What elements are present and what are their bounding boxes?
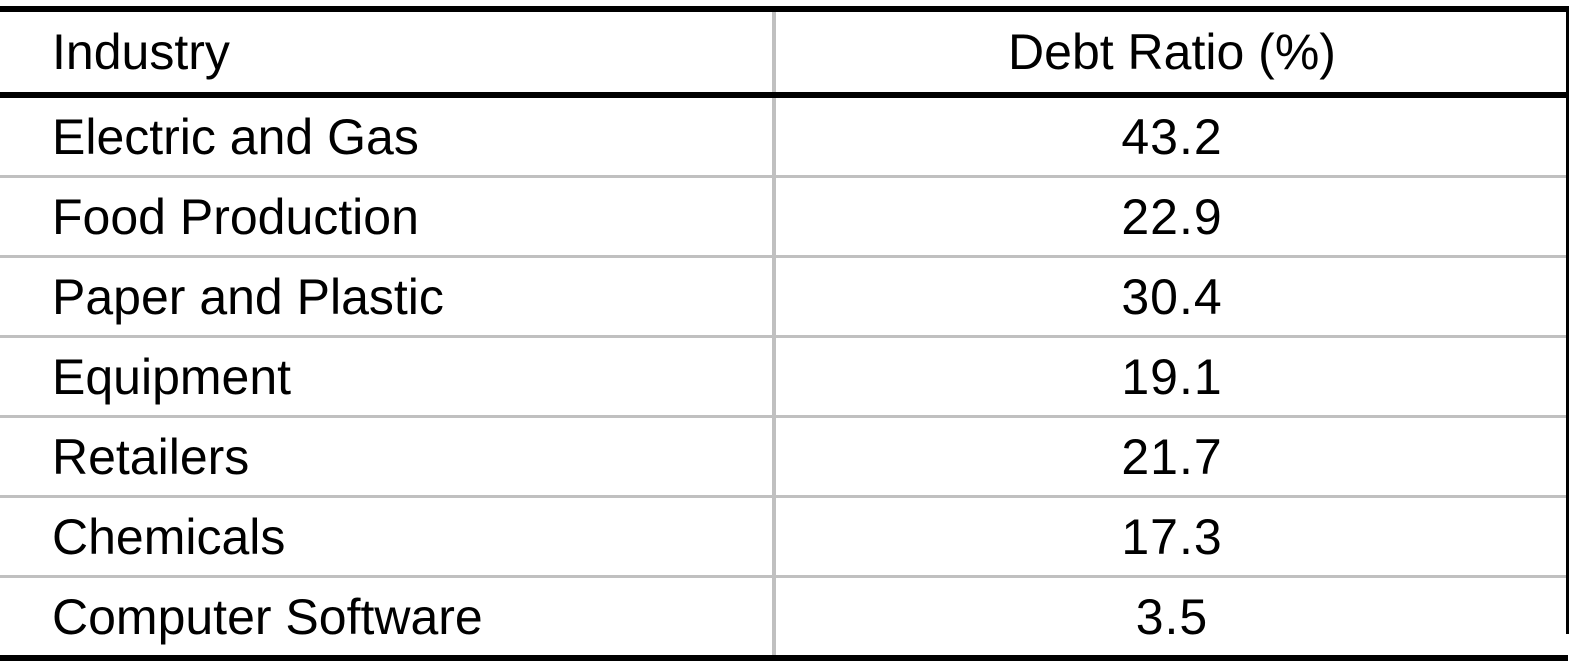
header-row: Industry Debt Ratio (%)	[0, 6, 1568, 98]
industry-cell: Paper and Plastic	[0, 256, 776, 338]
table-body: Electric and Gas 43.2 Food Production 22…	[0, 95, 1568, 661]
industry-cell: Food Production	[0, 176, 776, 258]
table-row: Paper and Plastic 30.4	[0, 256, 1568, 338]
table-row: Equipment 19.1	[0, 336, 1568, 418]
debt-ratio-table-container: Industry Debt Ratio (%) Electric and Gas…	[0, 6, 1568, 661]
table-row: Computer Software 3.5	[0, 576, 1568, 661]
debt-ratio-cell: 22.9	[774, 176, 1568, 258]
debt-ratio-cell: 21.7	[774, 416, 1568, 498]
header-debt-ratio: Debt Ratio (%)	[774, 6, 1568, 98]
table-row: Retailers 21.7	[0, 416, 1568, 498]
debt-ratio-cell: 17.3	[774, 496, 1568, 578]
debt-ratio-cell: 43.2	[774, 95, 1568, 178]
table-right-border	[1566, 6, 1569, 634]
table-row: Electric and Gas 43.2	[0, 95, 1568, 178]
industry-cell: Retailers	[0, 416, 776, 498]
industry-cell: Computer Software	[0, 576, 776, 661]
debt-ratio-cell: 30.4	[774, 256, 1568, 338]
debt-ratio-cell: 19.1	[774, 336, 1568, 418]
debt-ratio-table: Industry Debt Ratio (%) Electric and Gas…	[0, 6, 1568, 661]
industry-cell: Chemicals	[0, 496, 776, 578]
table-row: Food Production 22.9	[0, 176, 1568, 258]
industry-cell: Electric and Gas	[0, 95, 776, 178]
industry-cell: Equipment	[0, 336, 776, 418]
header-industry: Industry	[0, 6, 776, 98]
table-row: Chemicals 17.3	[0, 496, 1568, 578]
debt-ratio-cell: 3.5	[774, 576, 1568, 661]
table-header: Industry Debt Ratio (%)	[0, 6, 1568, 98]
